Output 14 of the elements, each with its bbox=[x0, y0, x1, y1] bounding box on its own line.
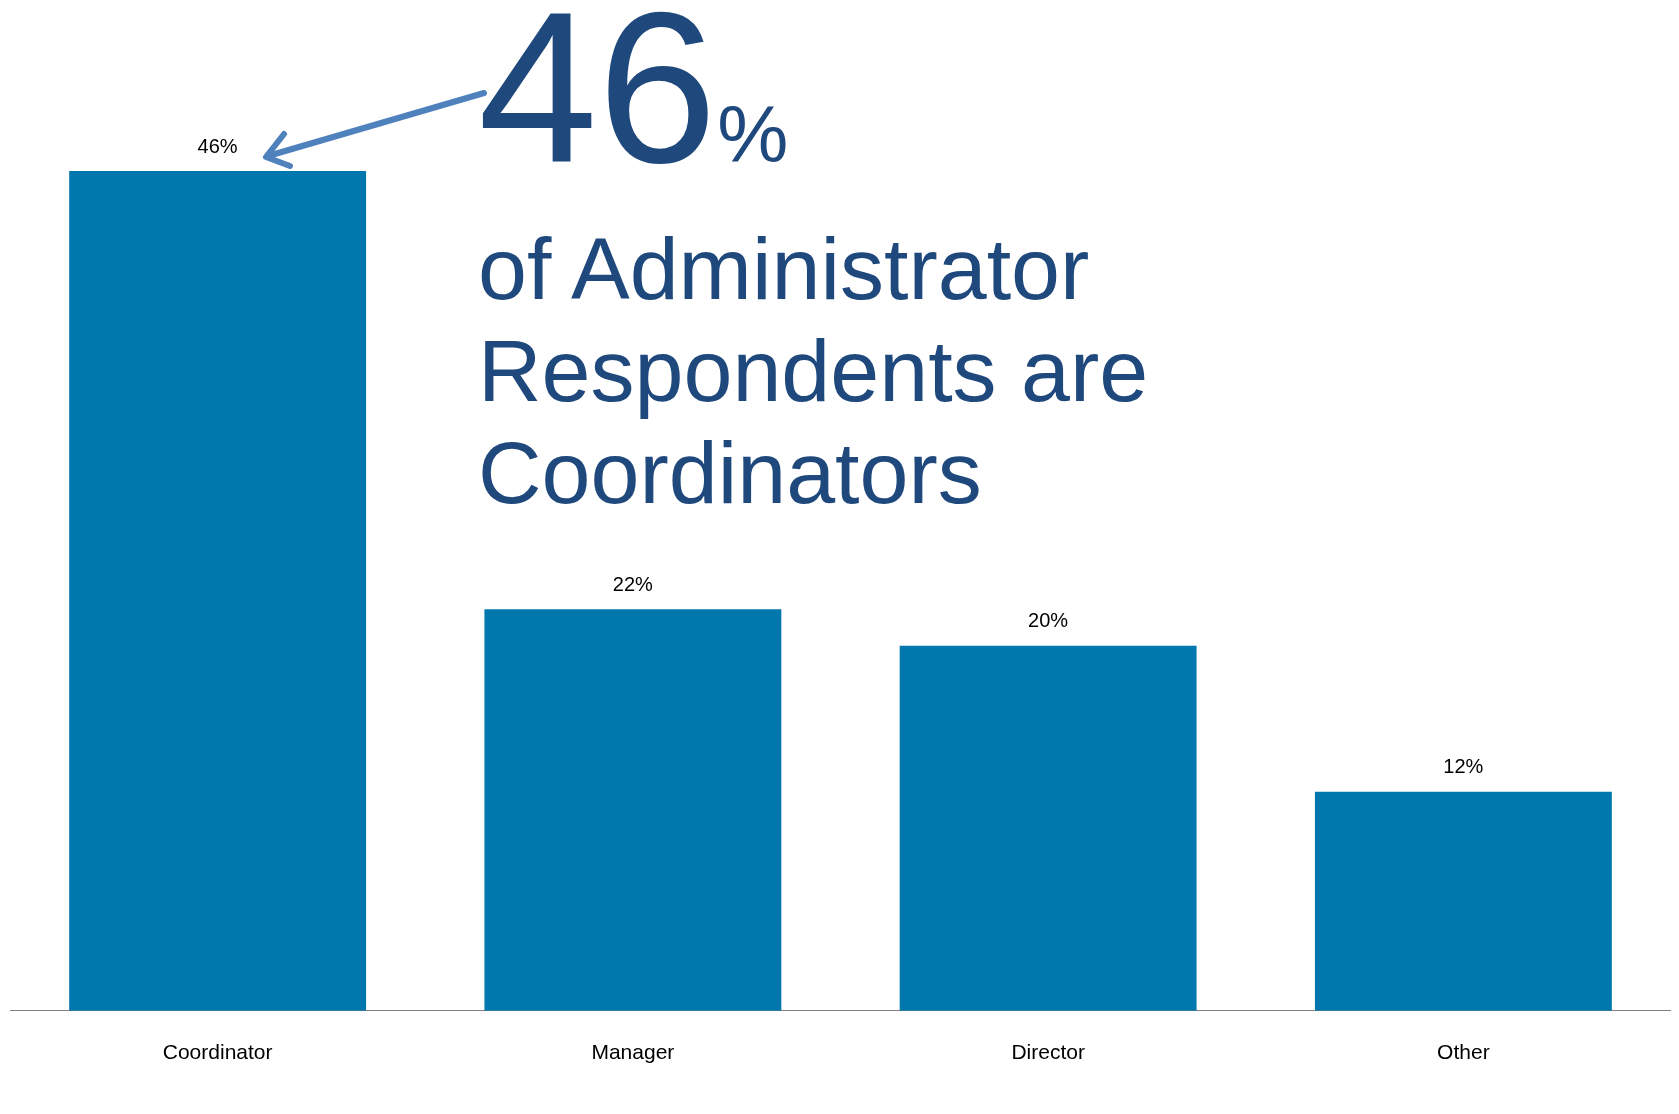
annotation: 46% bbox=[478, 0, 789, 208]
data-label: 20% bbox=[1028, 609, 1069, 632]
bar bbox=[1314, 791, 1612, 1011]
x-tick-label: Other bbox=[1437, 1040, 1490, 1064]
data-label: 12% bbox=[1443, 755, 1484, 778]
annotation: of Administrator Respondents are Coordinators bbox=[478, 218, 1150, 524]
data-label: 22% bbox=[612, 572, 654, 595]
x-tick-label: Director bbox=[1011, 1040, 1085, 1064]
x-tick-label: Coordinator bbox=[162, 1040, 273, 1064]
bar bbox=[69, 171, 367, 1011]
bar bbox=[899, 645, 1197, 1011]
data-label: 46% bbox=[197, 134, 238, 157]
bar bbox=[484, 609, 782, 1011]
x-tick-label: Manager bbox=[591, 1040, 675, 1064]
